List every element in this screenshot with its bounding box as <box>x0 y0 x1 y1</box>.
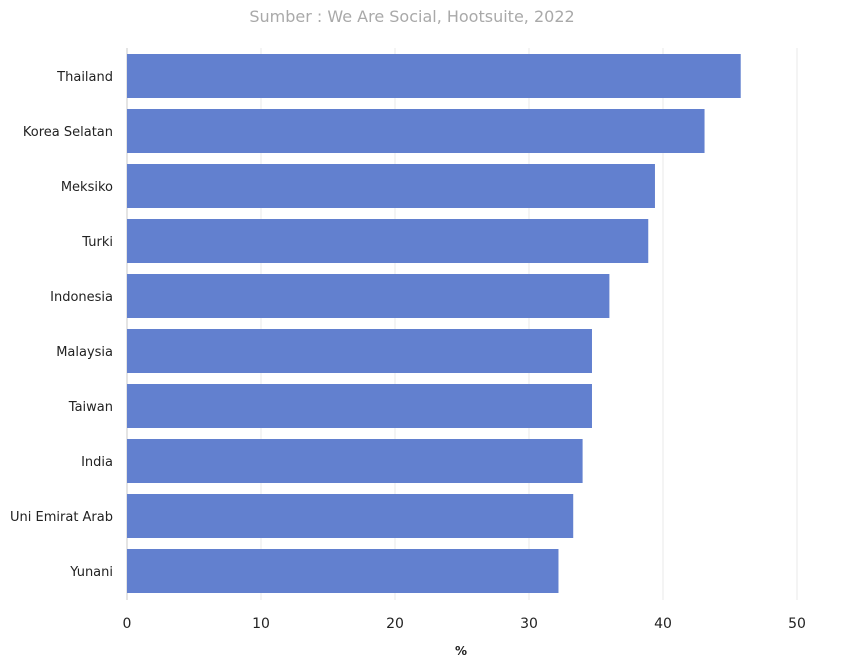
x-tick-label: 10 <box>252 616 270 632</box>
bar-korea-selatan <box>127 109 705 153</box>
x-tick-label: 30 <box>520 616 538 632</box>
bar-india <box>127 439 583 483</box>
bar-thailand <box>127 54 741 98</box>
category-label: Korea Selatan <box>23 125 113 140</box>
bar-uni-emirat-arab <box>127 494 574 538</box>
bar-malaysia <box>127 329 592 373</box>
bar-turki <box>127 219 649 263</box>
bar-taiwan <box>127 384 592 428</box>
category-label: Meksiko <box>61 180 113 195</box>
x-tick-label: 0 <box>123 616 132 632</box>
category-label: Turki <box>81 235 113 250</box>
bar-meksiko <box>127 164 655 208</box>
category-labels: Thailand Korea Selatan Meksiko Turki Indones… <box>10 70 113 580</box>
category-label: Uni Emirat Arab <box>10 510 113 525</box>
category-label: Thailand <box>56 70 113 85</box>
bar-indonesia <box>127 274 610 318</box>
x-axis-title: % <box>455 644 467 658</box>
x-tick-label: 20 <box>386 616 404 632</box>
category-label: Indonesia <box>50 290 113 305</box>
x-tick-labels: 0 10 20 30 40 50 <box>123 616 806 632</box>
category-label: India <box>81 455 113 470</box>
x-tick-label: 50 <box>788 616 806 632</box>
bars <box>127 54 741 593</box>
category-label: Malaysia <box>56 345 113 360</box>
bar-yunani <box>127 549 559 593</box>
x-tick-label: 40 <box>654 616 672 632</box>
category-label: Yunani <box>69 565 113 580</box>
category-label: Taiwan <box>68 400 113 415</box>
chart-subtitle: Sumber : We Are Social, Hootsuite, 2022 <box>249 7 574 26</box>
